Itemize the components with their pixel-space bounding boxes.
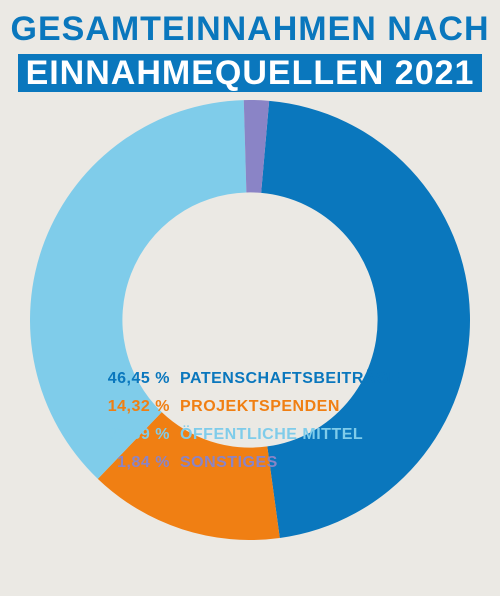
title-line-1: GESAMTEINNAHMEN NACH (3, 10, 498, 48)
legend-pct-1: 14,32 % (100, 398, 170, 416)
legend-label-3: SONSTIGES (180, 454, 278, 472)
chart-area: 46,45 % PATENSCHAFTSBEITRÄGE 14,32 % PROJEK… (0, 100, 500, 540)
legend-pct-3: 1,84 % (100, 454, 170, 472)
legend-row-2: 37,39 % ÖFFENTLICHE MITTEL (100, 426, 400, 444)
legend-row-0: 46,45 % PATENSCHAFTSBEITRÄGE (100, 370, 400, 388)
legend-label-0: PATENSCHAFTSBEITRÄGE (180, 370, 400, 388)
legend-row-1: 14,32 % PROJEKTSPENDEN (100, 398, 400, 416)
title-block: GESAMTEINNAHMEN NACH EINNAHMEQUELLEN 202… (0, 0, 500, 92)
title-line-2: EINNAHMEQUELLEN 2021 (18, 54, 483, 92)
legend-label-1: PROJEKTSPENDEN (180, 398, 340, 416)
legend-label-2: ÖFFENTLICHE MITTEL (180, 426, 363, 444)
legend-pct-0: 46,45 % (100, 370, 170, 388)
legend-pct-2: 37,39 % (100, 426, 170, 444)
legend-row-3: 1,84 % SONSTIGES (100, 454, 400, 472)
legend: 46,45 % PATENSCHAFTSBEITRÄGE 14,32 % PROJEK… (100, 370, 400, 482)
